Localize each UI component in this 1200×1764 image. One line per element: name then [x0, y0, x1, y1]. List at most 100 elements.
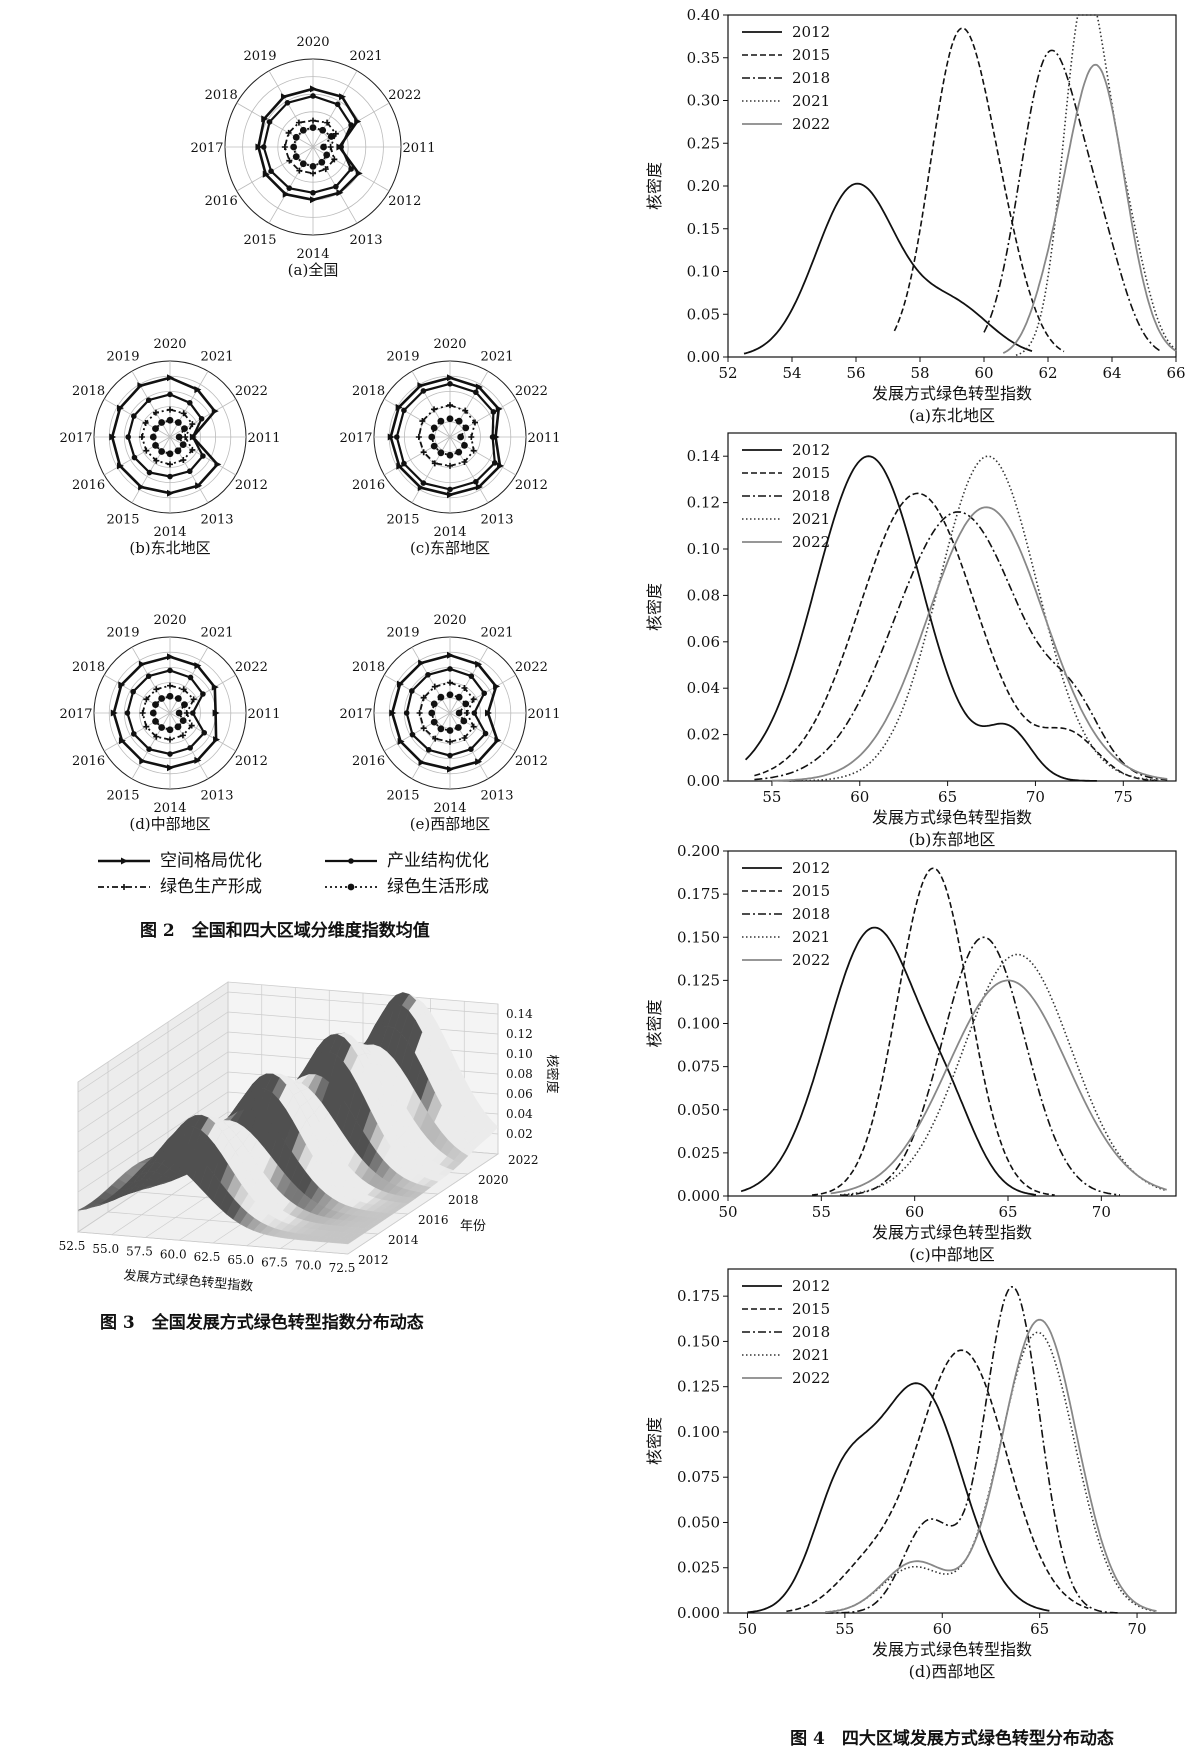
radar-spoke [312, 70, 358, 148]
radar-year-label: 2021 [349, 49, 382, 64]
radar-point [447, 491, 454, 499]
radar-point [310, 93, 316, 99]
radar-panel-label: (c)东部地区 [410, 539, 490, 557]
kde-y-tick-label: 0.075 [677, 1468, 720, 1486]
kde-x-tick-label: 52 [718, 364, 737, 382]
radar-point [447, 666, 453, 672]
kde-series-line [744, 455, 1097, 782]
radar-point [310, 117, 316, 124]
radar-point [125, 434, 131, 440]
radar-year-label: 2015 [243, 233, 276, 248]
radar-year-label: 2016 [352, 478, 385, 493]
radar-point [260, 144, 267, 150]
radar-point [153, 457, 160, 464]
radar-year-label: 2019 [243, 49, 276, 64]
radar-year-label: 2020 [153, 337, 186, 352]
radar-point [395, 403, 403, 411]
radar-point [455, 693, 463, 701]
kde-y-axis-label: 核密度 [645, 162, 664, 210]
radar-point [167, 391, 173, 398]
radar-spoke [449, 436, 517, 476]
radar-point [189, 421, 196, 428]
radar-point [152, 717, 159, 725]
kde-y-tick-label: 0.15 [687, 220, 720, 238]
radar-point [432, 735, 439, 742]
radar-point [190, 710, 196, 716]
radar-point [309, 162, 317, 170]
radar-point [455, 709, 463, 717]
kde-series-line [839, 953, 1167, 1196]
kde-series-line [743, 182, 1033, 355]
radar-point [149, 433, 157, 441]
radar-point [447, 651, 454, 659]
radar-point [462, 407, 469, 414]
kde-y-tick-label: 0.100 [677, 1015, 720, 1033]
radar-point [389, 709, 397, 717]
surface-x-tick: 65.0 [227, 1253, 254, 1267]
radar-year-label: 2012 [515, 754, 548, 769]
radar-point [175, 433, 183, 441]
surface-x-tick: 52.5 [59, 1239, 86, 1253]
surface-x-tick: 60.0 [160, 1247, 187, 1261]
radar-point [180, 457, 187, 464]
radar-point [195, 482, 203, 490]
radar-point [446, 727, 454, 734]
kde-y-tick-label: 0.125 [677, 971, 720, 989]
radar-point [454, 724, 462, 731]
kde-y-tick-label: 0.025 [677, 1144, 720, 1162]
radar-point [447, 752, 453, 759]
kde-panel-label: (d)西部地区 [909, 1662, 996, 1681]
radar-point [425, 747, 432, 753]
kde-legend-label: 2018 [792, 487, 830, 505]
kde-series-line [893, 27, 1065, 353]
radar-point [327, 144, 334, 150]
radar-year-label: 2011 [527, 431, 560, 446]
radar-point [282, 190, 290, 198]
radar-year-label: 2012 [235, 754, 268, 769]
radar-year-label: 2011 [247, 431, 280, 446]
radar-point [181, 701, 188, 709]
kde-y-tick-label: 0.000 [677, 1604, 720, 1622]
radar-point [186, 399, 193, 406]
radar-point [167, 736, 173, 743]
radar-spoke [103, 674, 171, 714]
radar-point [460, 717, 468, 725]
radar-point [430, 718, 438, 726]
kde-y-tick-label: 0.14 [687, 447, 720, 465]
radar-spoke [236, 146, 314, 192]
radar-point [138, 660, 146, 668]
radar-point [318, 158, 326, 166]
radar-year-label: 2013 [480, 788, 513, 803]
radar-year-label: 2018 [72, 384, 105, 399]
radar-point [118, 681, 126, 689]
radar-point [194, 662, 202, 670]
radar-point [187, 745, 193, 751]
radar-point [214, 460, 222, 468]
radar-year-label: 2021 [480, 350, 513, 365]
radar-point [146, 746, 152, 752]
radar-year-label: 2019 [386, 350, 419, 365]
kde-x-tick-label: 70 [1092, 1203, 1111, 1221]
radar-point [167, 682, 173, 689]
radar-point [447, 381, 453, 387]
kde-y-tick-label: 0.00 [687, 772, 720, 790]
radar-point [354, 117, 362, 125]
radar-spoke [236, 102, 314, 148]
radar-point [175, 709, 183, 717]
radar-point [166, 726, 174, 734]
radar-year-label: 2017 [59, 707, 92, 722]
radar-year-label: 2013 [349, 233, 382, 248]
radar-point [446, 691, 454, 699]
radar-point [473, 389, 479, 396]
radar-point [292, 133, 300, 141]
radar-point [457, 433, 465, 441]
radar-point [420, 725, 427, 732]
radar-point [174, 695, 182, 702]
radar-point [182, 434, 189, 440]
radar-point [447, 738, 453, 745]
radar-year-label: 2022 [235, 384, 268, 399]
radar-point [462, 700, 470, 708]
surface-z-tick: 0.02 [506, 1127, 533, 1141]
surface-figure: 52.5 55.0 57.5 60.0 62.5 65.0 67.5 70.0 72.52012… [59, 981, 560, 1333]
radar-point [428, 433, 436, 441]
